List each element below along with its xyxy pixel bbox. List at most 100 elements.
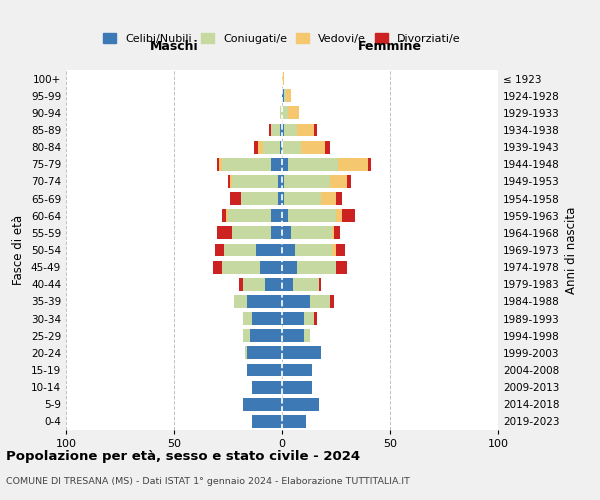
Bar (256, 244, 282, 256)
Bar (329, 295, 334, 308)
Bar (284, 124, 297, 136)
Bar (278, 192, 282, 205)
Bar (260, 260, 282, 274)
Bar (252, 312, 282, 325)
Y-axis label: Fasce di età: Fasce di età (13, 215, 25, 285)
Bar (347, 175, 351, 188)
Bar (250, 330, 282, 342)
Bar (282, 124, 284, 136)
Bar (243, 330, 250, 342)
Bar (282, 295, 310, 308)
Bar (319, 278, 321, 290)
Bar (314, 312, 317, 325)
Bar (289, 210, 336, 222)
Bar (213, 260, 221, 274)
Bar (343, 210, 355, 222)
Bar (282, 210, 289, 222)
Bar (280, 140, 282, 153)
Bar (232, 175, 278, 188)
Bar (336, 244, 344, 256)
Bar (226, 210, 228, 222)
Bar (247, 346, 282, 360)
Bar (336, 192, 343, 205)
Bar (282, 226, 290, 239)
Bar (217, 158, 220, 170)
Bar (304, 330, 310, 342)
Bar (325, 140, 329, 153)
Bar (220, 158, 221, 170)
Bar (284, 90, 286, 102)
Bar (301, 140, 325, 153)
Bar (336, 260, 347, 274)
Bar (282, 244, 295, 256)
Bar (338, 158, 368, 170)
Bar (278, 175, 282, 188)
Bar (284, 175, 329, 188)
Legend: Celibi/Nubili, Coniugati/e, Vedovi/e, Divorziati/e: Celibi/Nubili, Coniugati/e, Vedovi/e, Di… (99, 29, 465, 48)
Bar (217, 226, 232, 239)
Bar (247, 295, 282, 308)
Text: Maschi: Maschi (149, 40, 199, 52)
Bar (221, 158, 271, 170)
Bar (282, 140, 301, 153)
Bar (247, 364, 282, 376)
Bar (282, 90, 284, 102)
Bar (271, 226, 282, 239)
Bar (334, 226, 340, 239)
Bar (282, 260, 297, 274)
Bar (263, 140, 280, 153)
Bar (304, 312, 314, 325)
Bar (280, 124, 282, 136)
Bar (332, 226, 334, 239)
Bar (280, 106, 282, 120)
Bar (282, 278, 293, 290)
Bar (221, 210, 226, 222)
Bar (282, 72, 284, 85)
Bar (230, 192, 241, 205)
Bar (282, 106, 289, 120)
Y-axis label: Anni di nascita: Anni di nascita (565, 206, 578, 294)
Bar (290, 226, 332, 239)
Bar (329, 175, 347, 188)
Bar (230, 175, 232, 188)
Bar (297, 260, 336, 274)
Bar (241, 192, 278, 205)
Bar (269, 124, 271, 136)
Bar (282, 175, 284, 188)
Bar (221, 260, 260, 274)
Bar (314, 124, 317, 136)
Bar (271, 124, 280, 136)
Bar (265, 278, 282, 290)
Bar (282, 364, 312, 376)
Bar (282, 192, 284, 205)
Bar (321, 192, 336, 205)
Bar (245, 346, 247, 360)
Bar (282, 346, 321, 360)
Bar (258, 140, 263, 153)
Bar (282, 415, 306, 428)
Bar (235, 295, 247, 308)
Bar (228, 175, 230, 188)
Bar (252, 415, 282, 428)
Bar (243, 312, 252, 325)
Bar (293, 278, 319, 290)
Text: COMUNE DI TRESANA (MS) - Dati ISTAT 1° gennaio 2024 - Elaborazione TUTTITALIA.IT: COMUNE DI TRESANA (MS) - Dati ISTAT 1° g… (6, 478, 410, 486)
Bar (243, 278, 265, 290)
Bar (282, 398, 319, 410)
Bar (289, 158, 338, 170)
Bar (252, 380, 282, 394)
Text: Femmine: Femmine (358, 40, 422, 52)
Bar (284, 192, 321, 205)
Bar (295, 244, 332, 256)
Bar (232, 226, 271, 239)
Bar (286, 90, 290, 102)
Bar (254, 140, 258, 153)
Bar (282, 380, 312, 394)
Bar (239, 278, 243, 290)
Bar (282, 330, 304, 342)
Bar (368, 158, 371, 170)
Bar (289, 106, 299, 120)
Bar (282, 158, 289, 170)
Text: Popolazione per età, sesso e stato civile - 2024: Popolazione per età, sesso e stato civil… (6, 450, 360, 463)
Bar (228, 210, 271, 222)
